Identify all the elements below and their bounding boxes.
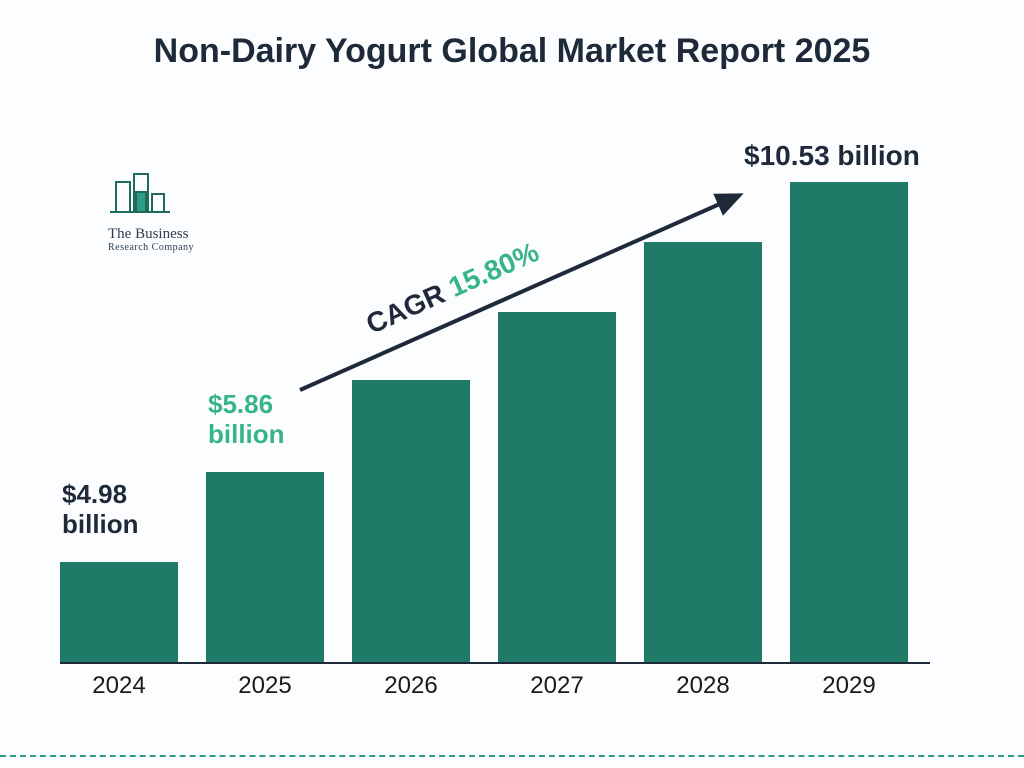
value-label-1: $5.86billion [208,390,285,450]
bottom-dashed-divider [0,755,1024,757]
x-label-2026: 2026 [352,672,470,700]
x-label-2029: 2029 [790,672,908,700]
x-label-2024: 2024 [60,672,178,700]
x-label-2028: 2028 [644,672,762,700]
x-label-2025: 2025 [206,672,324,700]
chart-canvas: Non-Dairy Yogurt Global Market Report 20… [0,0,1024,768]
cagr-arrow [0,0,1024,768]
x-label-2027: 2027 [498,672,616,700]
value-label-0: $4.98billion [62,480,139,540]
value-label-2: $10.53 billion [744,140,920,172]
